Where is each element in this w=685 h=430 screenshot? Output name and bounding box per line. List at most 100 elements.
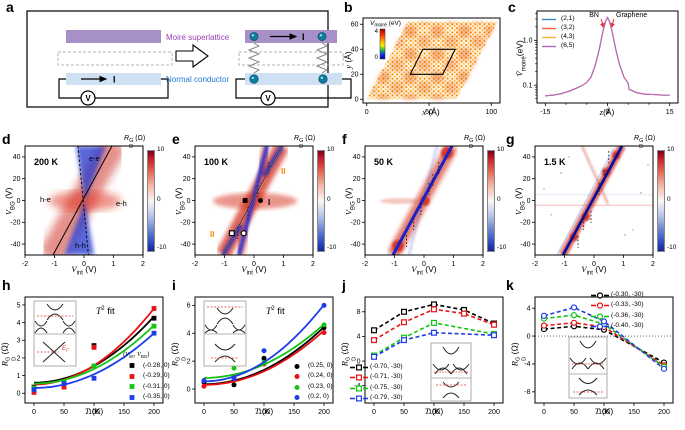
colorbar-e bbox=[317, 150, 325, 252]
svg-text:200: 200 bbox=[148, 409, 160, 416]
f-axes-layer: -2 -1 0 1 2 -40 -20 0 20 40 bbox=[350, 145, 485, 268]
svg-text:150: 150 bbox=[458, 409, 470, 416]
d-secondary-dashed-line bbox=[77, 146, 89, 255]
h-x-axis-label: T (K) bbox=[84, 406, 104, 416]
h-band-inset: EF bbox=[33, 300, 77, 367]
panel-letter-j: j bbox=[342, 277, 346, 293]
legend-item: (-0.70, -30) bbox=[350, 362, 403, 373]
voltmeter-right bbox=[260, 90, 276, 106]
legend-item: (4,3) bbox=[541, 33, 575, 42]
legend-k: (-0.30, -30) (-0.33, -30) (-0.36, -30) (… bbox=[591, 290, 644, 332]
svg-text:200: 200 bbox=[658, 409, 670, 416]
svg-text:100: 100 bbox=[485, 109, 497, 116]
svg-text:-4: -4 bbox=[524, 361, 530, 368]
svg-text:5: 5 bbox=[17, 302, 21, 309]
colorbar-e-min: -10 bbox=[327, 244, 337, 251]
legend-item: (-0.40, -30) bbox=[591, 322, 644, 333]
bn-label: BN bbox=[589, 12, 599, 19]
e-region-I-label: I bbox=[268, 198, 270, 207]
legend-h-header: (Vint, VBG) bbox=[123, 351, 150, 360]
svg-text:6: 6 bbox=[187, 303, 191, 310]
svg-text:0: 0 bbox=[187, 386, 191, 393]
svg-text:40: 40 bbox=[353, 154, 361, 161]
colorbar-f-max: 10 bbox=[497, 146, 505, 153]
svg-text:0: 0 bbox=[357, 358, 361, 365]
legend-label: (3,2) bbox=[561, 24, 575, 32]
transform-arrow-icon bbox=[175, 43, 209, 69]
svg-text:0: 0 bbox=[365, 109, 369, 116]
svg-text:50: 50 bbox=[570, 409, 578, 416]
legend-label: (4,3) bbox=[561, 33, 575, 41]
svg-text:-20: -20 bbox=[10, 220, 20, 227]
legend-item: (2,1) bbox=[541, 15, 575, 24]
svg-text:4: 4 bbox=[357, 334, 361, 341]
svg-text:200: 200 bbox=[488, 409, 500, 416]
colorbar-d-min: -10 bbox=[157, 244, 167, 251]
svg-text:0: 0 bbox=[542, 409, 546, 416]
panel-f-map-50K: 50 K -2 -1 0 1 2 -40 -20 0 20 40 bbox=[350, 145, 485, 268]
panel-letter-d: d bbox=[2, 131, 11, 147]
svg-text:1: 1 bbox=[452, 261, 456, 268]
legend-label: (2,1) bbox=[561, 15, 575, 23]
current-label-left: I bbox=[113, 75, 116, 85]
svg-text:40: 40 bbox=[183, 154, 191, 161]
voltmeter-label-left: V bbox=[85, 94, 91, 103]
svg-text:40: 40 bbox=[13, 154, 21, 161]
svg-text:0: 0 bbox=[187, 198, 191, 205]
g-main-diagonal-line bbox=[561, 146, 624, 255]
colorbar-f-min: -10 bbox=[497, 244, 507, 251]
electron-icons bbox=[249, 32, 328, 84]
svg-text:0: 0 bbox=[355, 97, 359, 104]
panel-k-RT-plot: 0 50 100 150 200 -8 -4 0 4 bbox=[524, 296, 674, 416]
legend-swatch bbox=[541, 42, 559, 51]
svg-text:2: 2 bbox=[481, 261, 485, 268]
legend-swatch bbox=[541, 15, 559, 24]
svg-text:50: 50 bbox=[230, 409, 238, 416]
b-y-axis-label: y (Å) bbox=[343, 51, 353, 69]
f-heatmap-decor bbox=[380, 146, 458, 255]
svg-text:-1: -1 bbox=[391, 261, 397, 268]
legend-item: (-0.29, 0) bbox=[123, 371, 170, 382]
svg-text:150: 150 bbox=[628, 409, 640, 416]
svg-text:0: 0 bbox=[527, 198, 531, 205]
graphene-label: Graphene bbox=[616, 12, 647, 19]
b-colorbar-max: 4 bbox=[375, 29, 379, 35]
svg-text:0: 0 bbox=[592, 261, 596, 268]
colorbar-e-max: 10 bbox=[327, 146, 335, 153]
svg-text:20: 20 bbox=[351, 72, 359, 79]
c-y-axis-label: V̄moiré(eV) bbox=[514, 40, 528, 77]
legend-c: (2,1) (3,2) (4,3) (6,5) bbox=[541, 15, 575, 51]
svg-text:15: 15 bbox=[666, 109, 674, 116]
svg-text:1: 1 bbox=[112, 261, 116, 268]
panel-letter-h: h bbox=[2, 277, 11, 293]
d-axes-layer: -2 -1 0 1 2 -40 -20 0 20 40 bbox=[10, 145, 145, 268]
region-label-hh: h-h bbox=[75, 241, 86, 250]
svg-text:40: 40 bbox=[351, 47, 359, 54]
svg-text:4: 4 bbox=[187, 331, 191, 338]
panel-c-profile-plot: BN Graphene -15 0 15 0.1 1.0 bbox=[523, 10, 679, 116]
svg-text:-20: -20 bbox=[520, 220, 530, 227]
svg-text:-2: -2 bbox=[192, 261, 198, 268]
g-axes-layer: -2 -1 0 1 2 -40 -20 0 20 40 bbox=[520, 145, 655, 268]
coupling-spring-right bbox=[315, 42, 329, 74]
b-colorbar-gradient bbox=[379, 28, 386, 60]
svg-text:1: 1 bbox=[622, 261, 626, 268]
svg-text:-40: -40 bbox=[180, 241, 190, 248]
wire-right-1 bbox=[235, 78, 261, 99]
wire-left-1 bbox=[58, 78, 81, 99]
i-axes-layer: 0 50 100 150 200 0 2 4 6 bbox=[187, 296, 334, 416]
svg-text:2: 2 bbox=[141, 261, 145, 268]
legend-h: (Vint, VBG) (-0.28, 0) (-0.29, 0) (-0.31… bbox=[123, 351, 170, 403]
legend-item: (-0.30, -30) bbox=[591, 290, 644, 301]
d-heatmap-decor bbox=[38, 146, 127, 255]
svg-text:-40: -40 bbox=[10, 241, 20, 248]
panel-i-RT-plot: 0 50 100 150 200 0 2 4 6 bbox=[187, 296, 334, 416]
e-region-II-label-upper: II bbox=[281, 167, 285, 176]
conductor-layer-right bbox=[245, 73, 342, 85]
f-main-diagonal-line bbox=[391, 146, 454, 255]
svg-text:8: 8 bbox=[357, 309, 361, 316]
